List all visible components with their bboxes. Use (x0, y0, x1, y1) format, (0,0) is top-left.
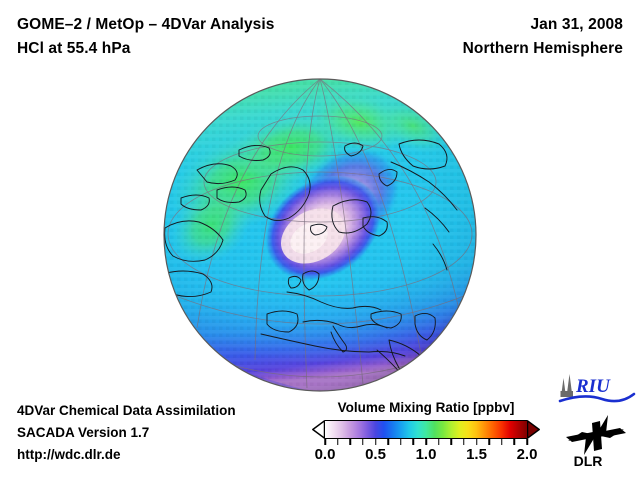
colorbar: Volume Mixing Ratio [ppbv] 0.0 0.5 1.0 1.5 2… (312, 400, 540, 466)
colorbar-tick-label: 0.0 (314, 446, 336, 463)
page-title: GOME–2 / MetOp – 4DVar Analysis (17, 16, 275, 33)
colorbar-tick (475, 439, 478, 445)
globe-data-field (164, 79, 476, 391)
colorbar-tick (412, 439, 415, 445)
colorbar-tick-label: 1.5 (466, 446, 487, 463)
colorbar-tick (450, 439, 452, 445)
colorbar-gradient-fill (325, 421, 527, 438)
colorbar-tick (324, 439, 326, 445)
dlr-logo: DLR (562, 411, 634, 469)
hemisphere-label: Northern Hemisphere (462, 40, 623, 57)
colorbar-tick (336, 439, 339, 445)
cathedral-towers-icon (560, 374, 573, 397)
colorbar-min-arrow-icon (312, 420, 325, 439)
credit-line-version: SACADA Version 1.7 (17, 425, 150, 440)
colorbar-tick (437, 439, 440, 445)
date-label: Jan 31, 2008 (530, 16, 623, 33)
header-right-block: Jan 31, 2008 Northern Hemisphere (463, 13, 623, 61)
colorbar-tick (488, 439, 490, 445)
colorbar-max-arrow-icon (527, 420, 540, 439)
colorbar-row (312, 420, 540, 445)
colorbar-tick (513, 439, 516, 445)
colorbar-tick (463, 439, 465, 445)
dlr-wordmark: DLR (574, 453, 603, 469)
globe-map (163, 78, 477, 392)
footer-credits-block: 4DVar Chemical Data Assimilation SACADA … (17, 400, 236, 466)
colorbar-gradient-bar (325, 420, 527, 439)
colorbar-tick (425, 439, 427, 445)
colorbar-tick (349, 439, 351, 445)
colorbar-tick-label: 1.0 (415, 446, 437, 463)
riu-swoosh-icon (558, 392, 636, 403)
riu-wordmark: RIU (575, 376, 611, 397)
credit-line-url: http://wdc.dlr.de (17, 447, 121, 462)
colorbar-tick-label: 2.0 (516, 446, 538, 463)
dlr-pinwheel-icon (566, 415, 626, 455)
colorbar-ticks (324, 439, 528, 445)
colorbar-tick (374, 439, 377, 445)
page-subtitle: HCl at 55.4 hPa (17, 40, 131, 57)
colorbar-title: Volume Mixing Ratio [ppbv] (337, 400, 515, 415)
credit-line-assimilation: 4DVar Chemical Data Assimilation (17, 403, 236, 418)
globe-outline (163, 78, 477, 392)
colorbar-tick (387, 439, 389, 445)
colorbar-tick-labels: 0.0 0.5 1.0 1.5 2.0 (315, 446, 538, 466)
colorbar-tick (362, 439, 364, 445)
colorbar-tick (501, 439, 503, 445)
colorbar-tick-label: 0.5 (365, 446, 386, 463)
colorbar-tick (526, 439, 528, 445)
header-left-block: GOME–2 / MetOp – 4DVar Analysis HCl at 5… (17, 13, 275, 61)
riu-logo: RIU (558, 371, 636, 405)
colorbar-tick (400, 439, 402, 445)
